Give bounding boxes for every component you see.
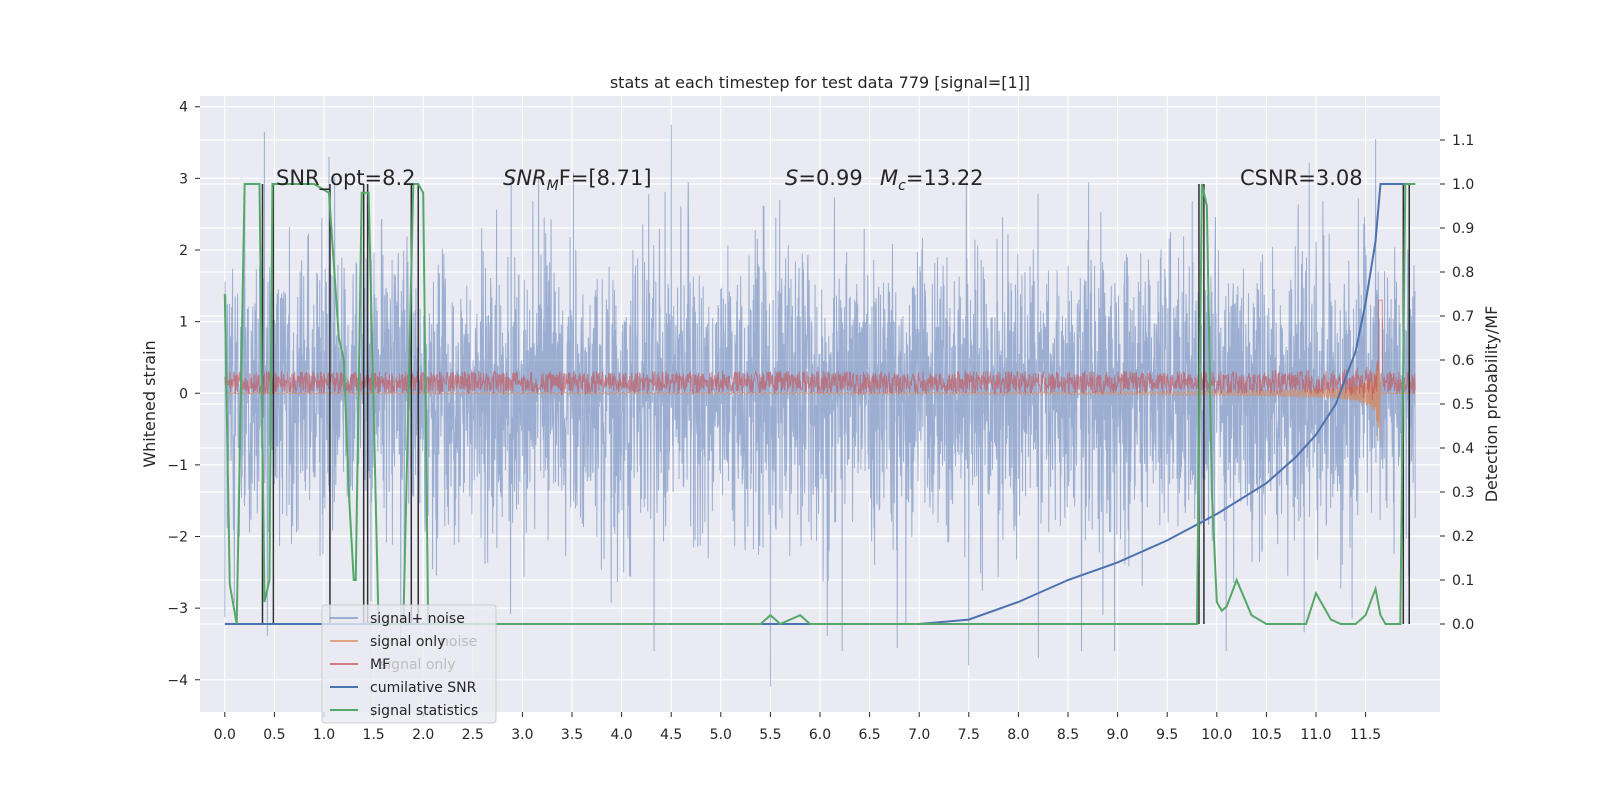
x-tick-label-14: 7.0 [908,727,930,743]
x-tick-label-17: 8.5 [1057,727,1079,743]
chart-title: stats at each timestep for test data 779… [610,73,1030,92]
annotation-snr-mf-suffix: F=[8.71] [559,166,652,190]
legend-label-signal-plus-noise: signal+ noise [370,611,465,627]
x-tick-label-20: 10.0 [1201,727,1232,743]
y-axis-label-right: Detection probability/MF [1482,306,1501,503]
y-left-tick-label-7: 3 [179,171,188,187]
y-right-tick-label-7: 0.7 [1452,309,1474,325]
x-tick-label-9: 4.5 [660,727,682,743]
annotation-mc-value: =13.22 [906,166,984,190]
legend-label-mf: MF [370,657,390,673]
annotation-s-prefix: S [785,166,798,190]
y-left-tick-label-5: 1 [179,315,188,331]
x-tick-label-10: 5.0 [710,727,732,743]
annotation-mc-sub: c [898,178,906,194]
y-right-tick-label-9: 0.9 [1452,221,1474,237]
series-signal-statistics [223,183,1416,626]
series-mf [224,299,1416,401]
y-right-tick-label-6: 0.6 [1452,353,1474,369]
y-right-tick-label-4: 0.4 [1452,441,1474,457]
y-right-tick-label-1: 0.1 [1452,573,1474,589]
x-tick-label-13: 6.5 [858,727,880,743]
legend-ghost-signal-only: signal only [380,657,455,673]
y-right-tick-label-0: 0.0 [1452,617,1474,633]
annotation-snr-opt: SNR_opt=8.2 [276,166,416,191]
y-left-tick-label-1: −3 [167,601,188,617]
tick-labels: 0.0 0.5 1.0 1.5 2.0 2.5 3.0 3.5 4.0 4.5 5.0 5.5 6.0 6… [167,100,1474,743]
legend-label-cumilative-snr: cumilative SNR [370,680,477,696]
x-tick-label-19: 9.5 [1156,727,1178,743]
legend-ghost-noise: noise [440,634,477,650]
signal-statistics-line [223,183,1416,626]
annotation-mc-prefix: M [880,166,898,190]
y-right-tick-label-2: 0.2 [1452,529,1474,545]
x-tick-label-2: 1.0 [313,727,335,743]
y-left-tick-label-6: 2 [179,243,188,259]
y-right-tick-label-5: 0.5 [1452,397,1474,413]
y-left-tick-label-4: 0 [179,386,188,402]
series-cumilative-snr [224,183,1416,625]
x-tick-label-0: 0.0 [214,727,236,743]
y-left-tick-label-2: −2 [167,530,188,546]
y-left-tick-label-0: −4 [167,673,188,689]
annotation-snr-mf-prefix: SNR [503,166,547,190]
legend-label-signal-statistics: signal statistics [370,703,478,719]
x-tick-label-11: 5.5 [759,727,781,743]
x-tick-label-23: 11.5 [1350,727,1381,743]
x-tick-label-15: 7.5 [958,727,980,743]
x-tick-label-21: 10.5 [1251,727,1282,743]
x-tick-label-1: 0.5 [263,727,285,743]
x-tick-label-6: 3.0 [511,727,533,743]
x-tick-label-16: 8.0 [1007,727,1029,743]
x-tick-label-22: 11.0 [1300,727,1331,743]
annotation-mc: Mc=13.22 [880,166,984,194]
series-signal-plus-noise [224,124,1416,687]
x-tick-label-7: 3.5 [561,727,583,743]
x-tick-label-4: 2.0 [412,727,434,743]
legend-label-signal-only: signal only [370,634,445,650]
x-tick-label-8: 4.0 [610,727,632,743]
y-left-tick-label-3: −1 [167,458,188,474]
y-left-tick-label-8: 4 [179,100,188,116]
annotation-snr-mf: SNRMF=[8.71] [503,166,652,194]
x-tick-label-3: 1.5 [362,727,384,743]
y-right-tick-label-3: 0.3 [1452,485,1474,501]
annotation-s: S=0.99 [785,166,863,190]
legend-box [321,604,497,724]
y-right-tick-label-8: 0.8 [1452,265,1474,281]
y-right-tick-label-10: 1.0 [1452,177,1474,193]
legend: noise signal only signal+ noise signal o… [321,604,497,724]
signal-plus-noise-line [224,124,1416,687]
x-tick-label-18: 9.0 [1106,727,1128,743]
annotation-csnr: CSNR=3.08 [1240,166,1363,190]
x-tick-label-12: 6.0 [809,727,831,743]
annotation-snr-mf-sub: M [547,178,559,194]
mf-line [224,299,1416,401]
annotation-s-value: =0.99 [798,166,862,190]
x-tick-label-5: 2.5 [462,727,484,743]
y-axis-label-left: Whitened strain [140,340,159,467]
cumilative-snr-line [224,183,1416,625]
y-right-tick-label-11: 1.1 [1452,133,1474,149]
